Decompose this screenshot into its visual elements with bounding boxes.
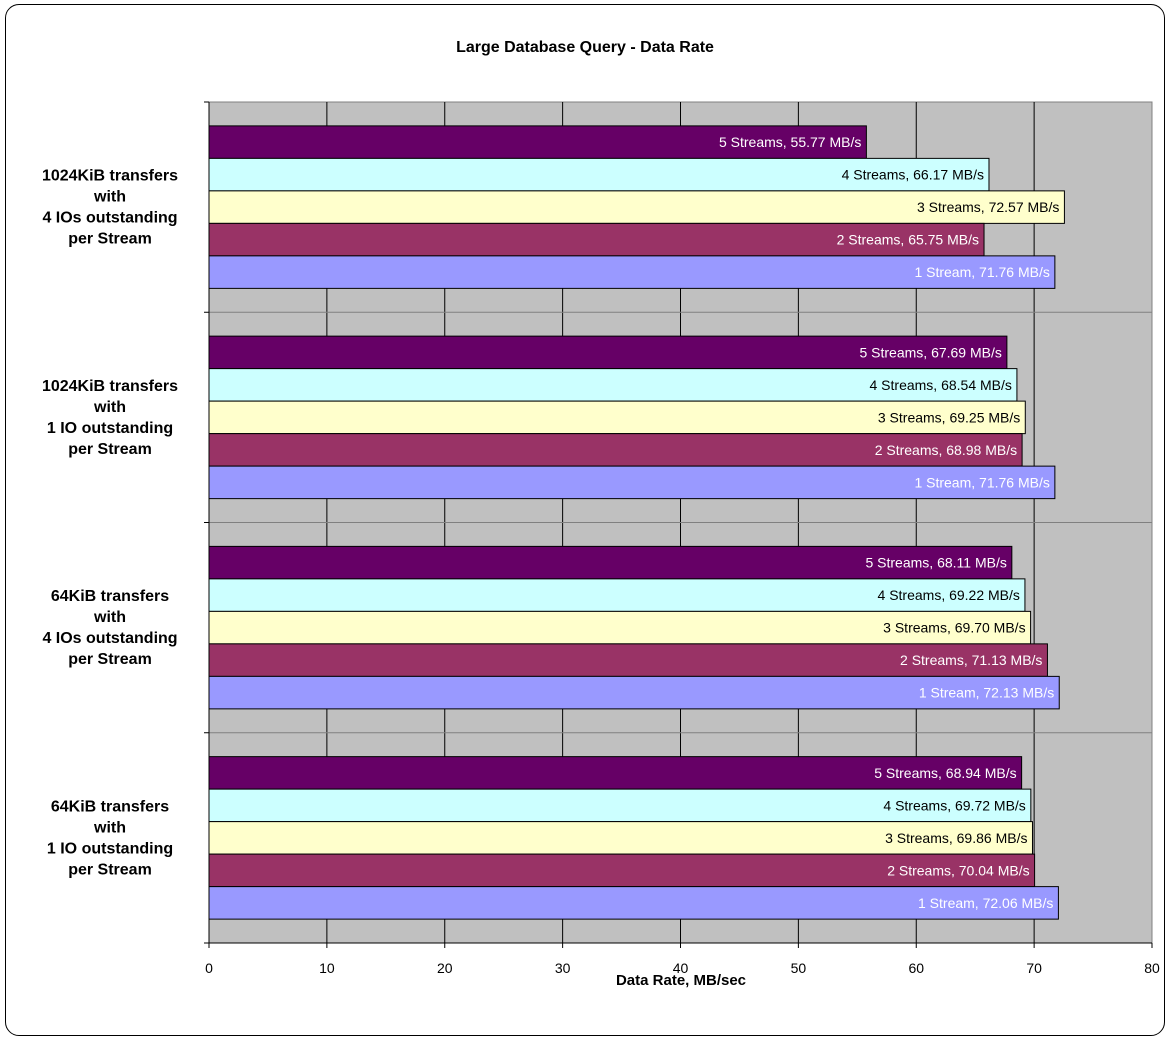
- data-label: 4 Streams, 69.22 MB/s: [878, 587, 1020, 603]
- data-label: 3 Streams, 69.25 MB/s: [878, 409, 1020, 425]
- data-label: 2 Streams, 68.98 MB/s: [875, 442, 1017, 458]
- category-label-line: with: [93, 609, 126, 626]
- bar: [208, 400, 1026, 435]
- bar: [208, 545, 1013, 580]
- category-label-line: per Stream: [68, 861, 152, 878]
- bar: [208, 643, 1048, 677]
- data-label: 4 Streams, 66.17 MB/s: [842, 167, 984, 183]
- category-label: 1024KiB transfers with 4 IOs outstanding pe…: [42, 168, 178, 248]
- category-label-line: with: [93, 819, 126, 836]
- data-label: 3 Streams, 69.86 MB/s: [885, 830, 1027, 846]
- category-label-line: per Stream: [68, 441, 152, 458]
- data-label: 1 Stream, 71.76 MB/s: [914, 474, 1049, 490]
- bar: [208, 610, 1032, 645]
- bar: [208, 886, 1059, 920]
- x-axis-title: Data Rate, MB/sec: [616, 972, 746, 989]
- data-label: 2 Streams, 65.75 MB/s: [837, 232, 979, 248]
- category-label-line: per Stream: [68, 651, 152, 668]
- data-label: 5 Streams, 68.94 MB/s: [874, 765, 1016, 781]
- bar: [208, 465, 1056, 500]
- data-label: 5 Streams, 67.69 MB/s: [859, 344, 1001, 360]
- bar: [208, 222, 985, 257]
- bar: [208, 853, 1036, 888]
- category-label-line: with: [93, 189, 126, 206]
- category-label: 64KiB transfers with 1 IO outstanding per S…: [47, 798, 173, 878]
- category-label-line: 1 IO outstanding: [47, 420, 173, 437]
- data-label: 5 Streams, 68.11 MB/s: [865, 555, 1006, 571]
- data-label: 1 Stream, 72.06 MB/s: [918, 895, 1053, 911]
- x-tick-label: 20: [437, 960, 453, 976]
- bar: [208, 578, 1026, 612]
- category-label-line: 4 IOs outstanding: [42, 630, 177, 647]
- bar: [208, 788, 1032, 823]
- category-label-line: with: [93, 399, 126, 416]
- data-label: 4 Streams, 68.54 MB/s: [870, 377, 1012, 393]
- category-label-line: 64KiB transfers: [51, 588, 169, 605]
- category-label-line: 64KiB transfers: [51, 798, 169, 815]
- chart-title: Large Database Query - Data Rate: [456, 39, 714, 56]
- data-label: 3 Streams, 69.70 MB/s: [883, 620, 1025, 636]
- x-tick-label: 60: [908, 960, 924, 976]
- bar: [208, 675, 1060, 710]
- x-tick-label: 70: [1026, 960, 1042, 976]
- x-tick-label: 50: [791, 960, 807, 976]
- plot-area: 0 10 20 30 40 50 60 70 80 5 Streams, 55.77 MB/s 4 …: [42, 101, 1160, 976]
- bar: [208, 756, 1023, 790]
- bar: [208, 190, 1065, 224]
- category-label-line: per Stream: [68, 231, 152, 248]
- data-label: 2 Streams, 71.13 MB/s: [900, 652, 1042, 668]
- data-label: 3 Streams, 72.57 MB/s: [917, 199, 1059, 215]
- x-tick-label: 0: [205, 960, 213, 976]
- bar: [208, 433, 1023, 467]
- data-label: 4 Streams, 69.72 MB/s: [883, 797, 1025, 813]
- bar: [208, 821, 1033, 855]
- data-label: 1 Stream, 72.13 MB/s: [919, 685, 1054, 701]
- category-label-line: 1024KiB transfers: [42, 168, 178, 185]
- category-label-line: 1024KiB transfers: [42, 378, 178, 395]
- data-label: 1 Stream, 71.76 MB/s: [914, 264, 1049, 280]
- x-tick-label: 80: [1144, 960, 1160, 976]
- x-tick-label: 10: [319, 960, 335, 976]
- bar: [208, 255, 1056, 289]
- x-tick-label: 40: [673, 960, 689, 976]
- category-label-line: 1 IO outstanding: [47, 840, 173, 857]
- bar: [208, 335, 1008, 370]
- category-label: 1024KiB transfers with 1 IO outstanding per…: [42, 378, 178, 458]
- data-label: 2 Streams, 70.04 MB/s: [887, 862, 1029, 878]
- bar: [208, 368, 1018, 402]
- category-label: 64KiB transfers with 4 IOs outstanding per …: [42, 588, 177, 668]
- category-label-line: 4 IOs outstanding: [42, 210, 177, 227]
- bar: [208, 125, 867, 159]
- x-tick-label: 30: [555, 960, 571, 976]
- data-label: 5 Streams, 55.77 MB/s: [719, 134, 861, 150]
